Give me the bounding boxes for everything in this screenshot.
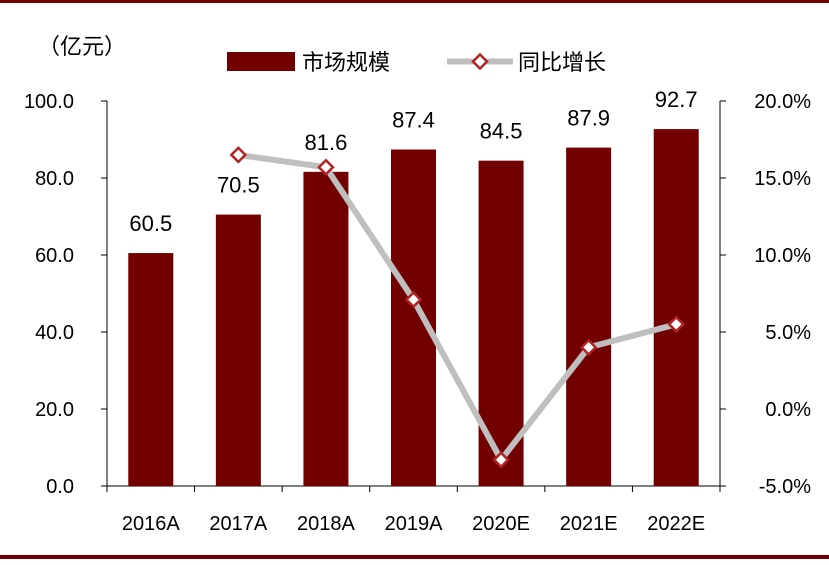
growth-marker — [229, 146, 248, 164]
bar-series — [128, 129, 699, 487]
unit-label: （亿元） — [38, 34, 126, 59]
growth-marker — [317, 158, 335, 176]
x-tick-label: 2021E — [560, 513, 618, 535]
legend-bar-swatch — [227, 52, 295, 71]
bar — [566, 147, 612, 486]
growth-marker — [404, 290, 423, 309]
growth-line-series — [229, 146, 685, 469]
left-tick-label: 20.0 — [35, 399, 74, 421]
legend-line-marker — [471, 52, 489, 71]
bar — [391, 149, 436, 486]
left-axis-ticks: 0.0 20.0 40.0 60.0 80.0 100.0 — [24, 91, 107, 498]
bar-data-label: 87.9 — [567, 106, 610, 131]
bar-data-label: 60.5 — [129, 211, 172, 236]
bar — [215, 214, 261, 486]
x-tick-label: 2019A — [385, 513, 443, 535]
left-tick-label: 60.0 — [35, 245, 74, 267]
legend: 市场规模 同比增长 — [227, 50, 606, 75]
bar-data-label: 87.4 — [392, 108, 435, 133]
right-tick-label: -5.0% — [759, 476, 811, 498]
growth-line — [237, 151, 677, 463]
x-tick-label: 2022E — [647, 513, 705, 535]
growth-marker — [667, 315, 685, 334]
right-tick-label: 5.0% — [765, 322, 811, 344]
left-tick-label: 0.0 — [46, 476, 74, 498]
bar-data-labels: 60.5 70.5 81.6 87.4 84.5 87.9 92.7 — [129, 87, 697, 236]
x-axis-ticks: 2016A 2017A 2018A 2019A 2020E 2021E 2022E — [106, 486, 721, 535]
bar-data-label: 92.7 — [655, 87, 698, 112]
growth-marker — [579, 338, 598, 357]
left-tick-label: 40.0 — [35, 322, 74, 344]
bar-data-label: 81.6 — [305, 130, 348, 155]
x-tick-label: 2018A — [297, 513, 355, 535]
x-tick-label: 2016A — [122, 513, 180, 535]
growth-marker — [492, 451, 510, 469]
bar-data-label: 70.5 — [217, 173, 260, 198]
bar — [653, 129, 699, 487]
axes: 0.0 20.0 40.0 60.0 80.0 100.0 -5.0% 0.0% 5.0% 10… — [24, 91, 811, 535]
bar-data-label: 84.5 — [480, 119, 523, 144]
bar — [128, 253, 174, 486]
x-tick-label: 2017A — [209, 513, 267, 535]
x-tick-label: 2020E — [472, 513, 530, 535]
right-axis-ticks: -5.0% 0.0% 5.0% 10.0% 15.0% 20.0% — [720, 91, 811, 498]
bar — [303, 171, 349, 486]
legend-bar-label: 市场规模 — [302, 50, 390, 75]
right-tick-label: 20.0% — [754, 91, 811, 113]
right-tick-label: 0.0% — [765, 399, 811, 421]
legend-line-label: 同比增长 — [518, 50, 606, 75]
right-tick-label: 15.0% — [754, 168, 811, 190]
left-tick-label: 80.0 — [35, 168, 74, 190]
right-tick-label: 10.0% — [754, 245, 811, 267]
left-tick-label: 100.0 — [24, 91, 74, 113]
